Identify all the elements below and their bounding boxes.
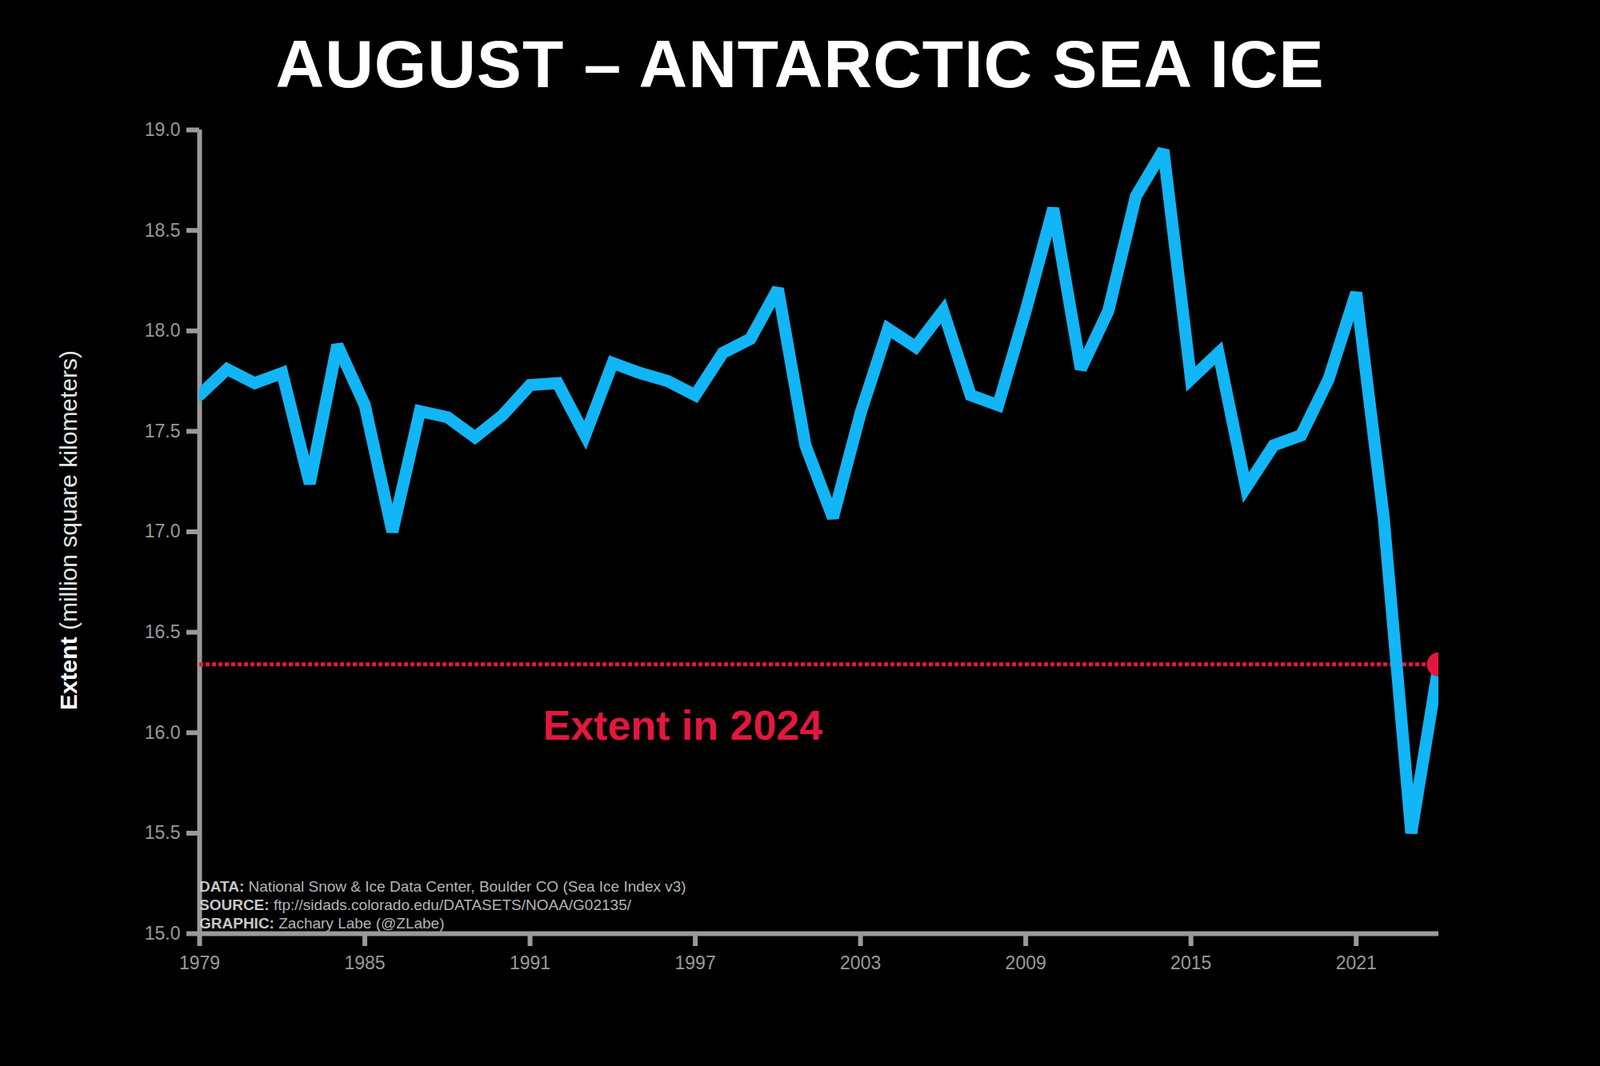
html-text:AUGUST – ANTARCTIC SEA ICE: AUGUST – ANTARCTIC SEA ICE bbox=[275, 26, 1325, 102]
svg-text:15.5: 15.5 bbox=[144, 822, 181, 844]
html-text:SOURCE: ftp://sidads.colorado.: SOURCE: ftp://sidads.colorado.edu/DATASE… bbox=[199, 896, 632, 914]
svg-text:15.0: 15.0 bbox=[144, 923, 181, 944]
svg-text:1979: 1979 bbox=[179, 952, 220, 974]
html-text:GRAPHIC: Zachary Labe (@ZLabe): GRAPHIC: Zachary Labe (@ZLabe) bbox=[199, 915, 445, 932]
svg-text:2015: 2015 bbox=[1170, 952, 1212, 974]
svg-text:2009: 2009 bbox=[1005, 952, 1047, 974]
svg-text:Extent (million square kilomet: Extent (million square kilometers) bbox=[55, 350, 82, 711]
svg-text:1985: 1985 bbox=[344, 952, 385, 974]
svg-text:2021: 2021 bbox=[1336, 952, 1377, 974]
svg-text:16.0: 16.0 bbox=[144, 722, 181, 744]
svg-text:18.5: 18.5 bbox=[144, 219, 181, 240]
svg-text:1997: 1997 bbox=[675, 952, 716, 974]
svg-text:1991: 1991 bbox=[509, 952, 551, 974]
svg-text:17.5: 17.5 bbox=[144, 420, 181, 442]
html-text:DATA: National Snow & Ice Data: DATA: National Snow & Ice Data Center, B… bbox=[199, 878, 687, 896]
svg-text:16.5: 16.5 bbox=[144, 621, 181, 643]
svg-text:17.0: 17.0 bbox=[144, 520, 181, 542]
svg-text:2003: 2003 bbox=[840, 952, 881, 974]
svg-text:19.0: 19.0 bbox=[144, 119, 181, 140]
svg-text:18.0: 18.0 bbox=[144, 320, 181, 341]
svg-text:Extent in 2024: Extent in 2024 bbox=[543, 702, 824, 749]
